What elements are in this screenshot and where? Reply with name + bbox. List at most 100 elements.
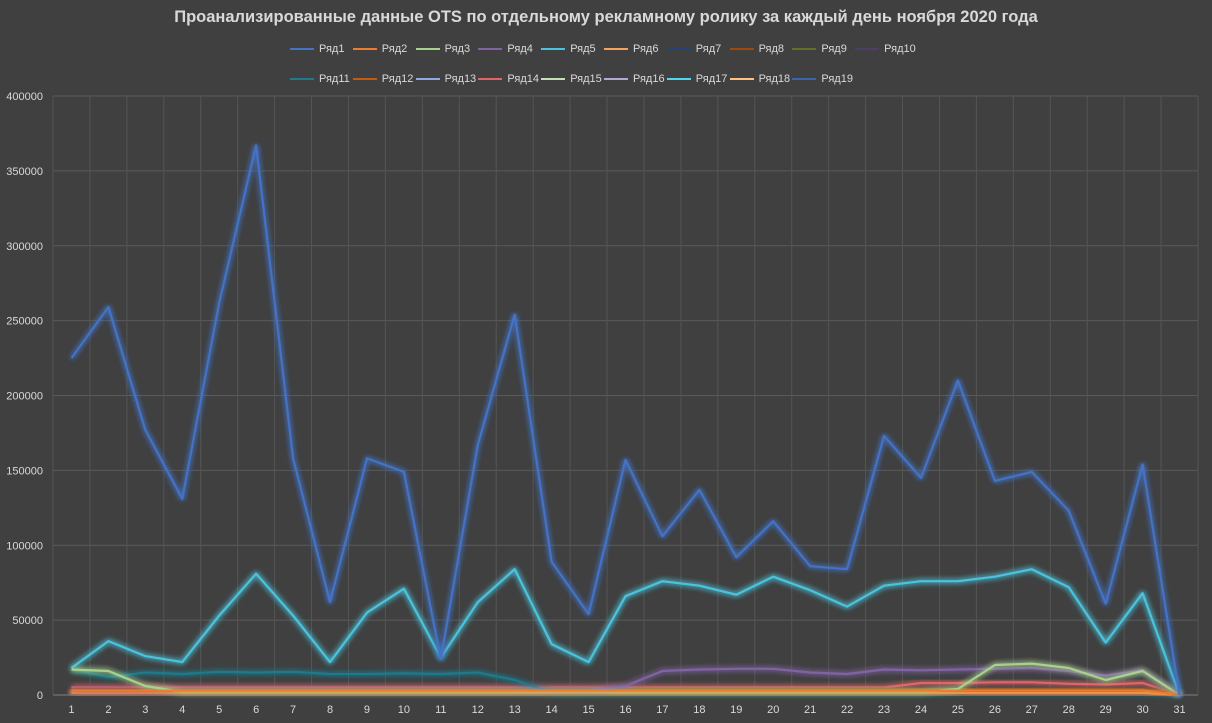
x-tick-label: 23 (878, 704, 890, 716)
series-line-5 (70, 568, 1181, 696)
y-tick-label: 250000 (6, 316, 43, 328)
y-tick-label: 300000 (6, 241, 43, 253)
x-tick-label: 19 (730, 704, 742, 716)
legend-label: Ряд14 (507, 73, 539, 85)
x-tick-label: 4 (179, 704, 185, 716)
grid (52, 95, 1199, 696)
legend-swatch (666, 48, 691, 50)
legend-swatch (792, 48, 817, 50)
legend-label: Ряд4 (507, 43, 533, 55)
legend-label: Ряд1 (319, 43, 345, 55)
x-tick-label: 10 (398, 704, 410, 716)
x-tick-label: 5 (216, 704, 222, 716)
x-tick-label: 18 (693, 704, 705, 716)
legend-swatch (478, 48, 503, 50)
legend-label: Ряд9 (821, 43, 847, 55)
legend-swatch (666, 78, 691, 80)
y-tick-label: 100000 (6, 540, 43, 552)
legend-swatch (729, 78, 754, 80)
x-tick-label: 24 (915, 704, 927, 716)
legend-swatch (603, 48, 628, 50)
legend-item: Ряд3 (415, 41, 479, 57)
legend-swatch (478, 78, 503, 80)
x-tick-label: 8 (327, 704, 333, 716)
x-tick-label: 29 (1100, 704, 1112, 716)
x-tick-label: 9 (364, 704, 370, 716)
legend-label: Ряд13 (444, 73, 477, 85)
legend-swatch (855, 48, 880, 50)
legend-item: Ряд6 (603, 41, 667, 57)
x-tick-label: 27 (1026, 704, 1038, 716)
legend-swatch (415, 48, 440, 50)
legend-label: Ряд5 (570, 43, 596, 55)
x-tick-label: 3 (142, 704, 148, 716)
x-tick-label: 16 (619, 704, 631, 716)
x-tick-label: 7 (290, 704, 296, 716)
y-tick-label: 50000 (12, 615, 43, 627)
legend-item: Ряд8 (729, 41, 793, 57)
x-tick-label: 26 (989, 704, 1001, 716)
y-tick-label: 350000 (6, 166, 43, 178)
series-line-12 (71, 687, 1180, 697)
legend-item: Ряд5 (541, 41, 604, 57)
x-tick-label: 22 (841, 704, 853, 716)
y-tick-label: 0 (37, 690, 43, 702)
legend-item: Ряд19 (792, 71, 855, 87)
y-tick-label: 200000 (6, 391, 43, 403)
legend-label: Ряд18 (758, 73, 791, 85)
x-tick-label: 15 (582, 704, 594, 716)
series-line-1 (70, 144, 1181, 696)
series-line-2 (71, 689, 1180, 697)
legend-swatch (352, 78, 377, 80)
legend-label: Ряд19 (821, 73, 853, 85)
x-tick-label: 25 (952, 704, 964, 716)
x-tick-label: 31 (1173, 704, 1185, 716)
legend-swatch (415, 78, 440, 80)
axes: 0 50000 100000 150000 200000 250000 300000 3500… (6, 91, 1185, 716)
legend-label: Ряд16 (632, 73, 665, 85)
legend-item: Ряд14 (478, 71, 541, 87)
y-tick-label: 400000 (6, 91, 43, 103)
legend-swatch (352, 48, 377, 50)
legend-item: Ряд13 (415, 71, 479, 87)
chart-title: Проанализированные данные OTS по отдельн… (174, 8, 1038, 26)
legend-label: Ряд7 (695, 43, 722, 55)
legend-swatch (792, 78, 817, 80)
legend-swatch (603, 78, 628, 80)
x-tick-label: 30 (1136, 704, 1148, 716)
x-tick-label: 13 (509, 704, 521, 716)
x-tick-label: 21 (804, 704, 816, 716)
x-tick-label: 12 (472, 704, 484, 716)
legend-label: Ряд3 (444, 43, 471, 55)
legend-swatch (729, 48, 754, 50)
x-tick-label: 14 (546, 704, 558, 716)
legend-item: Ряд7 (666, 41, 730, 57)
legend-swatch (290, 48, 314, 50)
legend-label: Ряд10 (884, 43, 916, 55)
x-tick-label: 1 (68, 704, 74, 716)
x-tick-label: 17 (656, 704, 668, 716)
legend-item: Ряд2 (352, 41, 416, 57)
legend-swatch (290, 78, 314, 80)
legend-label: Ряд6 (632, 43, 659, 55)
legend-item: Ряд15 (541, 71, 604, 87)
series-line-3 (71, 662, 1181, 696)
x-tick-label: 11 (435, 704, 446, 716)
legend-swatch (541, 78, 566, 80)
legend-item: Ряд17 (666, 71, 730, 87)
legend: Ряд1 Ряд2 Ряд3 Ряд4 Ряд5 Ряд6 Ряд7 Ряд8 Ряд9 Ряд1… (290, 41, 940, 87)
legend-item: Ряд1 (290, 41, 353, 57)
legend-label: Ряд15 (570, 73, 602, 85)
x-tick-label: 20 (767, 704, 779, 716)
x-tick-label: 6 (253, 704, 259, 716)
series-layer (70, 144, 1181, 697)
x-tick-label: 28 (1063, 704, 1075, 716)
legend-label: Ряд12 (381, 73, 414, 85)
legend-label: Ряд11 (319, 73, 350, 85)
y-tick-label: 150000 (6, 465, 43, 477)
legend-label: Ряд2 (381, 43, 408, 55)
legend-item: Ряд16 (603, 71, 667, 87)
legend-label: Ряд8 (758, 43, 785, 55)
legend-swatch (541, 48, 566, 50)
